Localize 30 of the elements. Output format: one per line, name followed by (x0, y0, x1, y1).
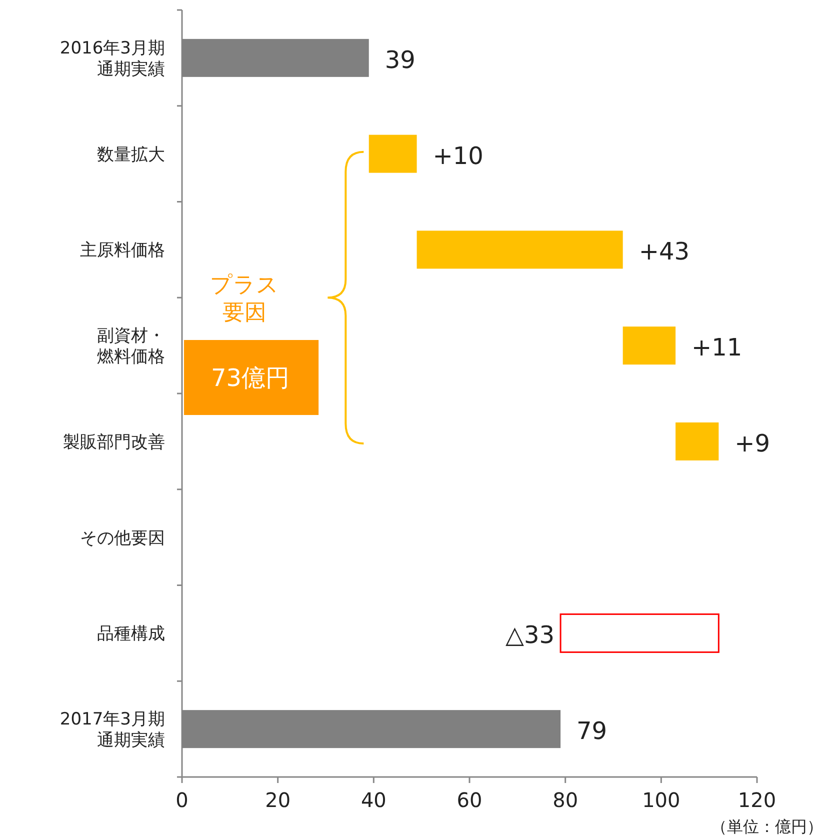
bar (416, 230, 623, 269)
y-tick-label: 数量拡大 (97, 144, 165, 165)
data-label: +43 (638, 238, 690, 266)
text: （単位：億円） (711, 817, 823, 836)
data-label: +10 (432, 142, 484, 170)
y-tick-label: 副資材・燃料価格 (97, 326, 165, 368)
bar (622, 326, 676, 365)
x-tick-label: 20 (265, 788, 291, 812)
bar (368, 134, 417, 173)
y-tick-label: 品種構成 (97, 624, 165, 644)
data-label: +11 (692, 334, 742, 362)
data-label: △33 (506, 621, 555, 650)
x-tick-label: 80 (552, 788, 578, 812)
x-tick-label: 0 (176, 788, 188, 812)
annotation: プラス要因 (210, 272, 279, 326)
data-label: +9 (734, 429, 770, 458)
y-tick-label: 製販部門改善 (63, 432, 165, 452)
x-tick-label: 40 (360, 788, 386, 812)
data-label: 39 (384, 46, 416, 74)
y-tick-label: 主原料価格 (80, 240, 165, 261)
data-label: 79 (576, 717, 608, 746)
annotation: 73億円 (211, 364, 290, 392)
y-tick-label: その他要因 (80, 528, 165, 548)
x-tick-label: 100 (642, 788, 680, 812)
y-tick-label: 2016年3月期通期実績 (60, 38, 165, 80)
bar (676, 422, 719, 460)
x-tick-label: 60 (456, 788, 482, 812)
y-tick-label: 2017年3月期通期実績 (60, 709, 165, 751)
bar (560, 613, 720, 653)
x-tick-label: 120 (738, 788, 776, 812)
